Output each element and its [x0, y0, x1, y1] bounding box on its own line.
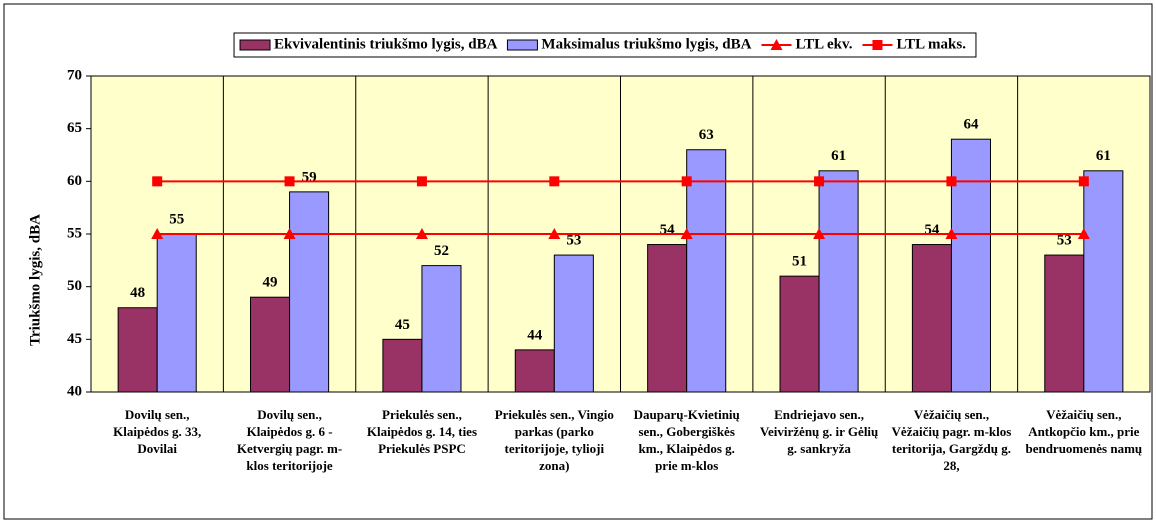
x-tick-label: Dovilų sen., Klaipėdos g. 6 - Ketvergių …	[236, 407, 343, 473]
y-tick-label: 65	[67, 120, 82, 136]
line-marker	[284, 176, 295, 187]
value-label: 54	[924, 222, 940, 238]
y-tick-label: 45	[67, 331, 82, 347]
value-label: 61	[831, 148, 846, 164]
legend-swatch	[239, 39, 271, 51]
value-label: 44	[527, 327, 543, 343]
y-tick-label: 55	[67, 225, 82, 241]
line-marker	[152, 176, 163, 187]
line-marker	[814, 176, 825, 187]
line-marker	[548, 228, 561, 239]
bar	[553, 254, 594, 393]
line-marker	[283, 228, 296, 239]
line-marker	[945, 228, 958, 239]
x-tick-label: Vėžaičių sen., Antkopčio km., prie bendr…	[1025, 407, 1143, 456]
x-tick-label: Dovilų sen., Klaipėdos g. 33, Dovilai	[113, 407, 202, 456]
value-label: 49	[263, 275, 278, 291]
legend-marker	[770, 39, 783, 50]
value-label: 61	[1096, 148, 1111, 164]
legend-label: Ekvivalentinis triukšmo lygis, dBA	[274, 36, 498, 52]
x-tick-label: Priekulės sen., Vingio parkas (parko ter…	[494, 407, 614, 473]
x-tick-label: Endriejavo sen., Veiviržėnų g. ir Gėlių …	[759, 407, 879, 456]
value-label: 59	[302, 169, 317, 185]
bar	[1083, 170, 1124, 393]
value-label: 51	[792, 254, 807, 270]
value-label: 53	[566, 233, 581, 249]
bar	[779, 275, 820, 393]
x-tick-label: Priekulės sen., Klaipėdos g. 14, ties Pr…	[366, 407, 478, 456]
line-marker	[1078, 176, 1089, 187]
y-tick-label: 40	[67, 383, 82, 399]
value-label: 54	[660, 222, 676, 238]
legend-marker	[872, 40, 883, 50]
legend-label: Maksimalus triukšmo lygis, dBA	[541, 36, 751, 52]
bar	[818, 170, 859, 393]
line-marker	[549, 176, 560, 187]
line-marker	[416, 176, 427, 187]
legend-box	[233, 32, 977, 58]
bar	[289, 191, 330, 393]
bar	[514, 349, 555, 393]
legend-swatch	[506, 39, 538, 51]
value-label: 52	[434, 243, 449, 259]
bar	[117, 307, 158, 393]
bar	[950, 138, 991, 393]
bar	[382, 338, 423, 393]
y-tick-label: 60	[67, 173, 82, 189]
bar	[647, 244, 688, 393]
y-tick-label: 70	[67, 67, 82, 83]
line-marker	[946, 176, 957, 187]
x-tick-label: Dauparų-Kvietinių sen., Gobergiškės km.,…	[633, 407, 740, 473]
line-marker	[681, 176, 692, 187]
x-tick-label: Vėžaičių sen., Vėžaičių pagr. m-klos ter…	[891, 407, 1012, 473]
line-marker	[813, 228, 826, 239]
bar	[421, 265, 462, 393]
legend-label: LTL ekv.	[795, 36, 852, 52]
line-marker	[1077, 228, 1090, 239]
line-marker	[151, 228, 164, 239]
value-label: 45	[395, 317, 410, 333]
legend-label: LTL maks.	[896, 36, 966, 52]
value-label: 48	[130, 285, 145, 301]
bar	[911, 244, 952, 393]
value-label: 53	[1057, 233, 1072, 249]
value-label: 63	[699, 127, 714, 143]
y-tick-label: 50	[67, 278, 82, 294]
line-marker	[415, 228, 428, 239]
bar	[686, 149, 727, 393]
line-marker	[680, 228, 693, 239]
bar	[1044, 254, 1085, 393]
value-label: 64	[963, 117, 979, 133]
bar	[250, 296, 291, 393]
bar	[156, 233, 197, 393]
value-label: 55	[169, 211, 184, 227]
y-axis-label: Triukšmo lygis, dBA	[27, 214, 43, 346]
